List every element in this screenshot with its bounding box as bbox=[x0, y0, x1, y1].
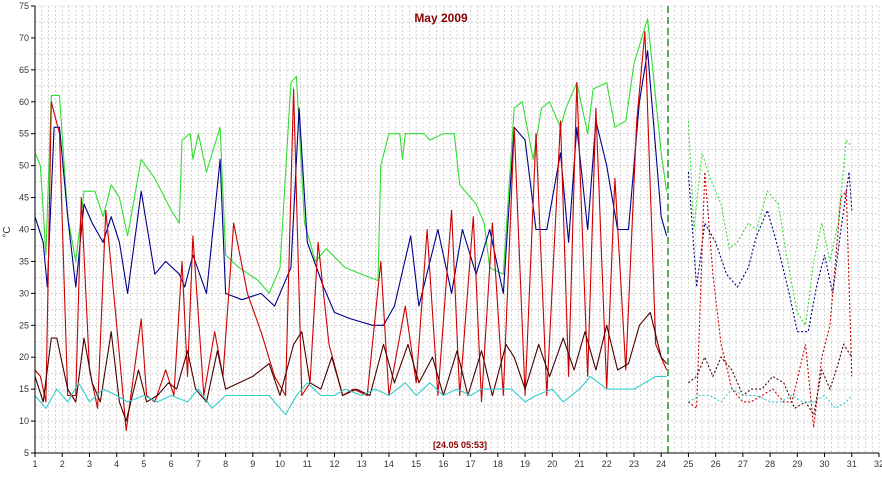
x-tick-label: 8 bbox=[223, 459, 228, 469]
x-tick-label: 9 bbox=[250, 459, 255, 469]
x-tick-label: 10 bbox=[275, 459, 285, 469]
x-tick-label: 24 bbox=[656, 459, 666, 469]
x-tick-label: 23 bbox=[629, 459, 639, 469]
x-tick-label: 14 bbox=[384, 459, 394, 469]
x-tick-label: 31 bbox=[847, 459, 857, 469]
x-tick-label: 7 bbox=[196, 459, 201, 469]
x-tick-label: 12 bbox=[329, 459, 339, 469]
y-tick-label: 5 bbox=[24, 448, 29, 458]
y-tick-label: 30 bbox=[19, 288, 29, 298]
x-tick-label: 17 bbox=[466, 459, 476, 469]
series-4-measured-line bbox=[34, 375, 667, 416]
y-tick-label: 60 bbox=[19, 97, 29, 107]
x-tick-label: 19 bbox=[520, 459, 530, 469]
x-tick-label: 4 bbox=[114, 459, 119, 469]
x-tick-label: 6 bbox=[169, 459, 174, 469]
y-tick-label: 55 bbox=[19, 129, 29, 139]
series-2-measured-line bbox=[34, 30, 668, 432]
x-tick-label: 5 bbox=[141, 459, 146, 469]
y-axis-label: °C bbox=[2, 226, 13, 237]
y-tick-label: 50 bbox=[19, 161, 29, 171]
series-4-forecast-line bbox=[688, 388, 853, 410]
x-tick-label: 1 bbox=[32, 459, 37, 469]
y-tick-label: 35 bbox=[19, 256, 29, 266]
y-tick-label: 70 bbox=[19, 33, 29, 43]
x-tick-label: 21 bbox=[575, 459, 585, 469]
y-tick-label: 10 bbox=[19, 416, 29, 426]
x-tick-label: 25 bbox=[683, 459, 693, 469]
y-tick-label: 40 bbox=[19, 225, 29, 235]
y-tick-label: 20 bbox=[19, 352, 29, 362]
series-layer bbox=[34, 18, 853, 432]
x-tick-label: 29 bbox=[792, 459, 802, 469]
x-tick-label: 32 bbox=[874, 459, 882, 469]
y-tick-label: 25 bbox=[19, 320, 29, 330]
x-tick-label: 18 bbox=[493, 459, 503, 469]
x-tick-label: 28 bbox=[765, 459, 775, 469]
series-3-measured-line bbox=[34, 311, 668, 422]
x-tick-label: 16 bbox=[438, 459, 448, 469]
x-tick-label: 11 bbox=[303, 459, 312, 469]
x-tick-label: 22 bbox=[602, 459, 612, 469]
x-tick-label: 3 bbox=[87, 459, 92, 469]
x-tick-label: 26 bbox=[711, 459, 721, 469]
x-tick-label: 15 bbox=[411, 459, 421, 469]
axes bbox=[31, 5, 880, 457]
series-0-forecast-line bbox=[687, 120, 853, 327]
y-tick-label: 45 bbox=[19, 193, 29, 203]
y-tick-label: 75 bbox=[19, 1, 29, 11]
time-marker-label: [24.05 05:53] bbox=[433, 440, 487, 450]
series-3-forecast-line bbox=[688, 343, 853, 417]
series-1-forecast-line bbox=[687, 171, 853, 333]
y-tick-label: 65 bbox=[19, 65, 29, 75]
x-tick-label: 2 bbox=[60, 459, 65, 469]
x-tick-label: 30 bbox=[820, 459, 830, 469]
series-2-forecast-line bbox=[688, 171, 853, 428]
x-tick-label: 27 bbox=[738, 459, 748, 469]
x-tick-label: 20 bbox=[547, 459, 557, 469]
x-tick-label: 13 bbox=[357, 459, 367, 469]
y-tick-label: 15 bbox=[19, 384, 29, 394]
tick-labels: 1 2 3 4 5 6 7 8 9 10 11 12 13 14 15 16 17 18 19 20 21 22 23 24 2… bbox=[19, 1, 882, 469]
chart-title: May 2009 bbox=[414, 11, 468, 25]
